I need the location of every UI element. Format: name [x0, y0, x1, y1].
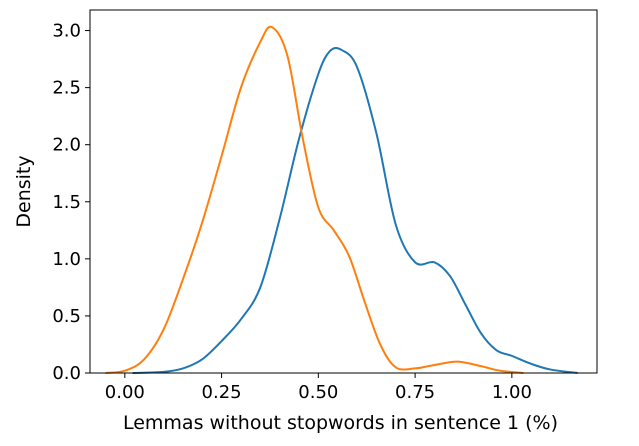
density-line-1 [132, 47, 578, 374]
plot-frame [89, 9, 598, 374]
x-axis-label: Lemmas without stopwords in sentence 1 (… [123, 412, 558, 434]
y-tick-label: 0.5 [52, 306, 81, 327]
x-tick-label: 0.25 [202, 382, 242, 403]
x-axis-ticks: 0.00 0.25 0.50 0.75 1.00 [105, 373, 532, 403]
y-tick-label: 2.0 [52, 135, 81, 156]
x-tick-label: 0.00 [105, 382, 145, 403]
y-tick-label: 2.5 [52, 78, 81, 99]
x-tick-label: 1.00 [492, 382, 532, 403]
y-tick-label: 1.0 [52, 249, 81, 270]
y-axis-ticks: 0.0 0.5 1.0 1.5 2.0 2.5 3.0 [52, 21, 90, 384]
x-tick-label: 0.50 [298, 382, 338, 403]
y-tick-label: 1.5 [52, 192, 81, 213]
y-tick-label: 0.0 [52, 363, 81, 384]
y-tick-label: 3.0 [52, 21, 81, 42]
density-line-2 [105, 25, 524, 374]
y-axis-label: Density [13, 155, 35, 227]
series-lines [105, 25, 578, 374]
x-tick-label: 0.75 [395, 382, 435, 403]
